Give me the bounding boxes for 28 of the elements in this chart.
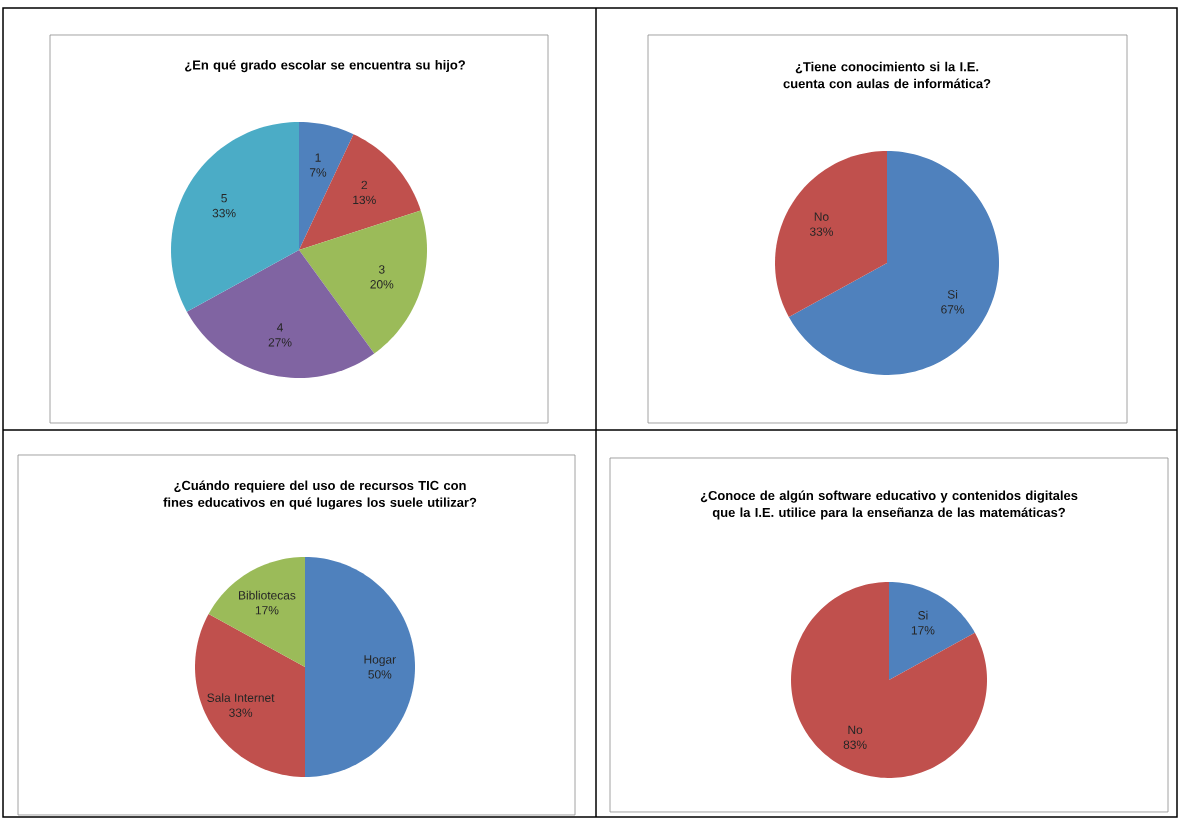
chart-title: ¿Conoce de algún software educativo y contenidos digitales que la I.E. utilice para la enseñanza de las matemáticas? (700, 490, 1078, 520)
slice-label: No (814, 212, 829, 221)
data-label: 67% (941, 305, 965, 314)
chart-title: ¿Cuándo requiere del uso de recursos TIC con fines educativos en qué lugares los suele utilizar? (163, 480, 477, 510)
data-label: 83% (843, 740, 867, 749)
data-label: 7% (309, 168, 327, 177)
data-label: 27% (268, 338, 292, 347)
slice-label: Hogar (364, 655, 396, 667)
data-label: 17% (255, 606, 279, 615)
slice-label: Si (947, 289, 958, 299)
slice-label: 4 (276, 323, 283, 332)
slice-label: 5 (221, 194, 227, 203)
data-label: 33% (229, 708, 253, 717)
slice-label: No (848, 725, 863, 735)
slice-label: Sala Internet (207, 693, 275, 702)
data-label: 17% (911, 626, 935, 635)
data-label: 33% (809, 227, 833, 236)
data-label: 50% (368, 670, 392, 679)
slice-label: Si (918, 610, 928, 620)
slice-label: 1 (315, 153, 321, 162)
slice-label: Bibliotecas (239, 590, 296, 600)
chart-title: ¿En qué grado escolar se encuentra su hijo? (185, 59, 465, 73)
data-label: 20% (370, 280, 394, 289)
slice-label: 2 (361, 180, 368, 190)
data-label: 33% (212, 208, 236, 218)
data-label: 13% (353, 195, 376, 205)
chart-title: ¿Tiene conocimiento si la I.E. cuenta con aulas de informática? (783, 61, 991, 89)
slice-label: 3 (378, 265, 385, 274)
